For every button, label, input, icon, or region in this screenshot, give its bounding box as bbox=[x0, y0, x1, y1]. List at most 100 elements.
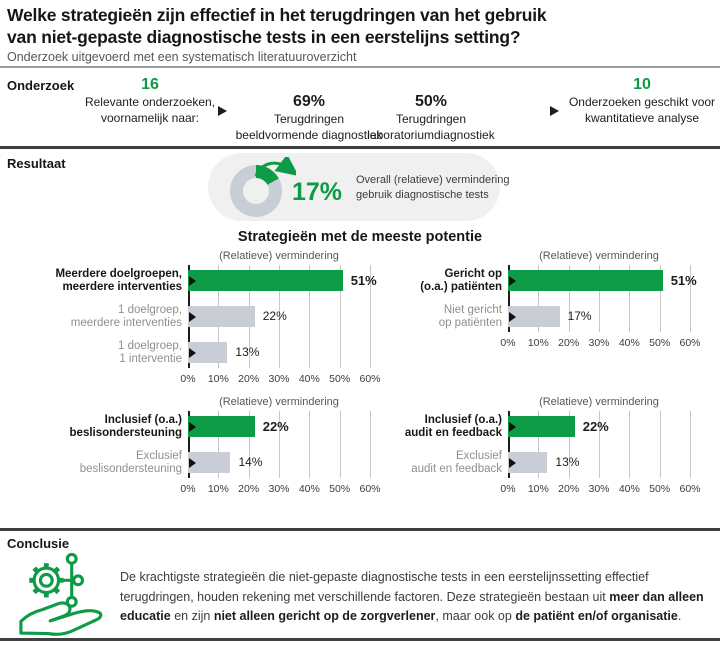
bar bbox=[188, 452, 231, 473]
x-tick-label: 10% bbox=[207, 373, 229, 385]
bar bbox=[508, 452, 548, 473]
grid-line bbox=[629, 265, 631, 332]
bar-label-line: Inclusief (o.a.) bbox=[424, 413, 502, 426]
grid-line bbox=[538, 411, 540, 478]
step-text-line: beeldvormende diagnostiek bbox=[235, 128, 383, 142]
conclusion-text-segment: en zijn bbox=[170, 609, 214, 623]
bar-label-line: Exclusief bbox=[455, 449, 502, 462]
bar bbox=[508, 270, 663, 291]
bar-track: 22% bbox=[508, 411, 690, 442]
grid-line bbox=[690, 265, 691, 332]
donut-caption-line2: gebruik diagnostische tests bbox=[356, 189, 489, 201]
bar-track: 51% bbox=[508, 265, 697, 296]
bar-start-arrow-icon bbox=[189, 457, 196, 468]
donut-caption: Overall (relatieve) vermindering gebruik… bbox=[356, 173, 509, 203]
bar-label: Exclusief audit en feedback bbox=[365, 450, 508, 476]
x-tick-label: 40% bbox=[298, 373, 320, 385]
x-tick-label: 0% bbox=[180, 483, 196, 495]
x-tick-label: 30% bbox=[268, 483, 290, 495]
bar-chart-audit-feedback: (Relatieve) vermindering Inclusief (o.a.)… bbox=[365, 396, 720, 497]
donut-caption-line1: Overall (relatieve) vermindering bbox=[356, 174, 510, 186]
bar-label-line: Gericht op bbox=[444, 267, 502, 280]
donut-hole bbox=[243, 178, 269, 204]
chart-row: Exclusief audit en feedback 13% bbox=[365, 447, 720, 478]
grid-line bbox=[659, 265, 661, 332]
divider-onderzoek bbox=[0, 146, 720, 149]
bar-start-arrow-icon bbox=[189, 275, 196, 286]
grid-line bbox=[629, 411, 631, 478]
onderzoek-step: 10 Onderzoeken geschikt voor kwantitatieve… bbox=[566, 76, 718, 126]
x-tick-label: 40% bbox=[618, 483, 640, 495]
bar-label-line: audit en feedback bbox=[411, 462, 502, 475]
bar-label: Niet gericht op patiënten bbox=[365, 304, 508, 330]
step-text-line: Relevante onderzoeken, bbox=[84, 95, 216, 109]
bar-value: 13% bbox=[235, 345, 260, 359]
x-tick-label: 50% bbox=[649, 337, 671, 349]
bar-start-arrow-icon bbox=[509, 311, 516, 322]
divider-charts bbox=[0, 528, 720, 531]
chart-plot: Inclusief (o.a.) audit en feedback 22% Excl… bbox=[365, 411, 720, 478]
section-label-resultaat: Resultaat bbox=[7, 156, 66, 171]
page-title-line2: van niet-gepaste diagnostische tests in … bbox=[7, 26, 521, 47]
chart-plot: Inclusief (o.a.) beslisondersteuning 22% Ex… bbox=[45, 411, 400, 478]
chart-row: Exclusief beslisondersteuning 14% bbox=[45, 447, 400, 478]
x-tick-label: 60% bbox=[359, 483, 381, 495]
conclusion-text: De krachtigste strategieën die niet-gepa… bbox=[120, 568, 705, 627]
bar bbox=[188, 416, 255, 437]
bar bbox=[508, 416, 575, 437]
chart-title: (Relatieve) vermindering bbox=[219, 396, 339, 408]
x-tick-label: 50% bbox=[649, 483, 671, 495]
grid-line bbox=[599, 411, 600, 478]
x-tick-label: 20% bbox=[238, 483, 260, 495]
chart-row: 1 doelgroep, meerdere interventies 22% bbox=[45, 301, 400, 332]
grid-line bbox=[279, 265, 280, 368]
conclusion-text-segment: . bbox=[677, 609, 682, 623]
x-tick-label: 20% bbox=[558, 483, 580, 495]
grid-line bbox=[690, 411, 691, 478]
step-arrow-icon bbox=[218, 106, 227, 116]
chart-plot: Gericht op (o.a.) patiënten 51% Niet gerich… bbox=[365, 265, 720, 332]
conclusion-text-segment: meer dan alleen educatie bbox=[120, 589, 704, 624]
step-text-line: laboratoriumdiagnostiek bbox=[367, 128, 495, 142]
bar-label: Gericht op (o.a.) patiënten bbox=[365, 268, 508, 294]
x-tick-label: 60% bbox=[359, 373, 381, 385]
step-text-line: kwantitatieve analyse bbox=[584, 111, 700, 125]
step-number: 10 bbox=[633, 76, 651, 93]
bar-label-line: meerdere interventies bbox=[70, 316, 182, 329]
bar-value: 22% bbox=[262, 419, 289, 434]
bar-value: 51% bbox=[350, 273, 377, 288]
grid-line bbox=[279, 411, 280, 478]
x-tick-label: 20% bbox=[558, 337, 580, 349]
bar-label: 1 doelgroep, meerdere interventies bbox=[45, 304, 188, 330]
x-axis-ticks: 0% 10% 20% 30% 40% 50% 60% bbox=[180, 373, 380, 387]
axis-line bbox=[188, 411, 190, 478]
page-subtitle: Onderzoek uitgevoerd met een systematisc… bbox=[7, 50, 357, 64]
x-axis-ticks: 0% 10% 20% 30% 40% 50% 60% bbox=[500, 483, 700, 497]
step-text-line: Terugdringen bbox=[395, 112, 467, 126]
onderzoek-step: 16 Relevante onderzoeken, voornamelijk naa… bbox=[75, 76, 225, 126]
chart-title: (Relatieve) vermindering bbox=[539, 250, 659, 262]
divider-footer bbox=[0, 638, 720, 641]
grid-line bbox=[309, 411, 311, 478]
x-tick-label: 40% bbox=[618, 337, 640, 349]
result-highlight-pill: 17% Overall (relatieve) vermindering geb… bbox=[208, 153, 509, 221]
bar bbox=[188, 306, 255, 327]
grid-line bbox=[568, 411, 570, 478]
bar-value: 14% bbox=[238, 455, 263, 469]
x-tick-label: 30% bbox=[588, 337, 610, 349]
x-tick-label: 60% bbox=[679, 483, 701, 495]
grid-line bbox=[568, 265, 570, 332]
section-label-conclusie: Conclusie bbox=[7, 536, 70, 551]
bar-start-arrow-icon bbox=[509, 421, 516, 432]
bar-track: 22% bbox=[188, 301, 370, 332]
onderzoek-step: 50% Terugdringen laboratoriumdiagnostiek bbox=[352, 93, 510, 143]
bar bbox=[188, 342, 228, 363]
chart-row: Gericht op (o.a.) patiënten 51% bbox=[365, 265, 720, 296]
bar-label-line: audit en feedback bbox=[404, 426, 502, 439]
bar-value: 51% bbox=[670, 273, 697, 288]
x-tick-label: 20% bbox=[238, 373, 260, 385]
x-tick-label: 50% bbox=[329, 483, 351, 495]
bar-label: Inclusief (o.a.) beslisondersteuning bbox=[45, 414, 188, 440]
step-number: 16 bbox=[141, 76, 159, 93]
bar-track: 17% bbox=[508, 301, 690, 332]
